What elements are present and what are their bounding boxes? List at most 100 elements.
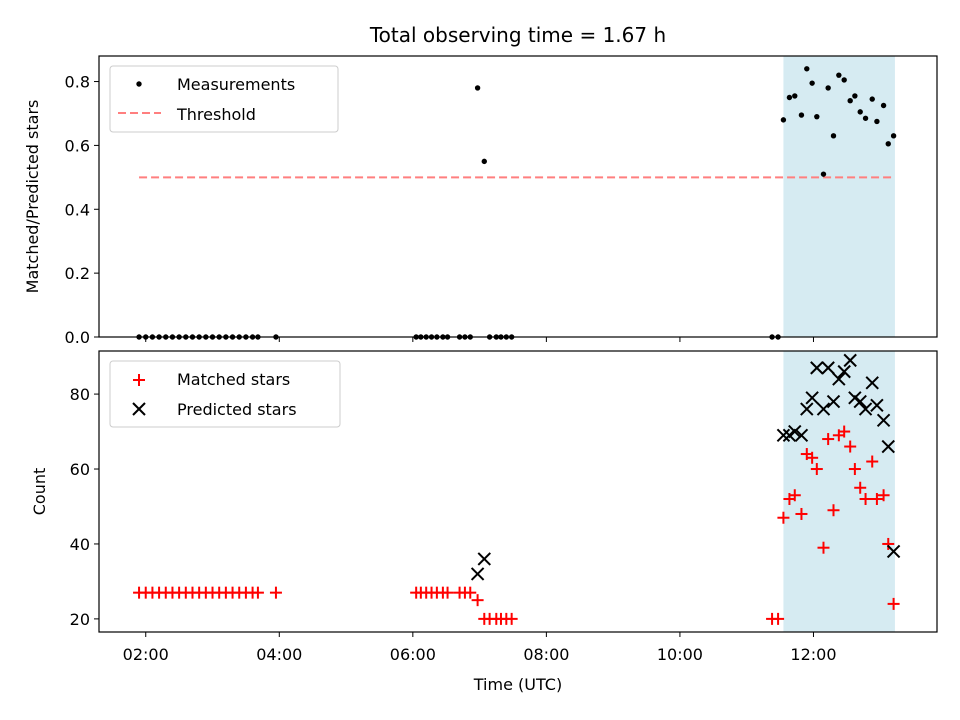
- matched-star-point: [806, 451, 819, 464]
- top-axes-frame: [98, 55, 938, 338]
- matched-star-point: [870, 492, 883, 505]
- measurement-point: [792, 93, 798, 99]
- predicted-star-point: [876, 413, 891, 428]
- predicted-star-stroke-b: [810, 361, 824, 375]
- legend-measurements-label: Measurements: [177, 75, 295, 94]
- matched-star-point: [777, 511, 790, 524]
- predicted-star-point: [870, 398, 884, 413]
- bottom-series: [133, 353, 901, 625]
- predicted-star-stroke-b: [832, 372, 846, 386]
- predicted-star-point: [881, 439, 895, 454]
- legend-predicted-marker: [132, 402, 146, 416]
- top-x-ticks: [145, 337, 814, 342]
- top-ytick-label: 0.8: [65, 73, 90, 92]
- x-axis-label: Time (UTC): [473, 675, 562, 694]
- matched-star-point: [866, 455, 879, 468]
- predicted-star-point: [826, 394, 841, 409]
- predicted-star-point: [858, 402, 873, 416]
- matched-star-point: [844, 440, 857, 453]
- legend-threshold-label: Threshold: [176, 105, 256, 124]
- legend-measurements-marker: [136, 81, 142, 87]
- measurement-point: [809, 80, 815, 86]
- predicted-star-point: [477, 552, 491, 566]
- predicted-star-point: [776, 428, 791, 443]
- matched-star-point: [810, 463, 823, 476]
- predicted-star-point: [865, 376, 879, 390]
- predicted-star-stroke-b: [881, 439, 895, 454]
- measurement-point: [885, 141, 891, 147]
- predicted-star-stroke-b: [470, 567, 485, 581]
- top-ytick-label: 0.4: [65, 200, 90, 219]
- predicted-star-point: [886, 544, 901, 559]
- matched-star-point: [772, 612, 785, 625]
- measurement-point: [857, 109, 863, 115]
- legend-predicted-label: Predicted stars: [177, 400, 297, 419]
- matched-star-point: [827, 504, 840, 517]
- matched-star-point: [838, 425, 851, 438]
- predicted-star-point: [832, 372, 846, 386]
- predicted-star-point: [800, 402, 814, 416]
- predicted-star-point: [821, 361, 835, 375]
- top-y-ticks: 0.0 0.2 0.4 0.6 0.8: [65, 73, 99, 347]
- predicted-star-stroke-b: [826, 394, 841, 409]
- bottom-xtick-label: 10:00: [657, 645, 703, 664]
- measurement-point: [841, 77, 847, 83]
- top-ytick-label: 0.0: [65, 328, 90, 347]
- bottom-highlight-span: [783, 351, 895, 632]
- top-panel: 0.0 0.2 0.4 0.6 0.8 Total observing time = 1…: [23, 23, 938, 347]
- measurement-point: [804, 66, 810, 72]
- matched-star-point: [817, 541, 830, 554]
- matched-star-point: [441, 586, 454, 599]
- bottom-y-ticks: 20 40 60 80: [70, 385, 99, 629]
- predicted-star-stroke-b: [853, 394, 867, 409]
- measurement-point: [852, 93, 858, 99]
- matched-star-point: [795, 507, 808, 520]
- measurement-point: [847, 98, 853, 104]
- bot-ytick-label: 80: [70, 385, 90, 404]
- predicted-star-point: [788, 424, 802, 439]
- predicted-star-stroke-b: [805, 391, 819, 405]
- matched-star-point: [859, 492, 872, 505]
- legend-matched-label: Matched stars: [177, 370, 290, 389]
- matched-star-point: [887, 597, 900, 610]
- top-legend: Measurements Threshold: [109, 65, 339, 133]
- bottom-xtick-label: 08:00: [523, 645, 569, 664]
- bot-ytick-label: 60: [70, 460, 90, 479]
- measurement-point: [825, 85, 831, 91]
- bot-ytick-label: 20: [70, 610, 90, 629]
- predicted-star-stroke-b: [848, 391, 862, 405]
- measurement-point: [862, 115, 869, 121]
- bottom-legend-box: [109, 360, 341, 428]
- measurement-point: [880, 102, 887, 109]
- top-legend-box: [109, 65, 339, 133]
- bottom-axes-frame: [98, 350, 938, 633]
- bottom-xtick-label: 02:00: [123, 645, 169, 664]
- matched-star-point: [505, 612, 518, 625]
- predicted-star-stroke-b: [865, 376, 879, 390]
- predicted-star-point: [853, 394, 867, 409]
- predicted-star-stroke-b: [800, 402, 814, 416]
- bottom-y-axis-label: Count: [30, 468, 49, 516]
- matched-star-point: [788, 489, 801, 502]
- top-ytick-label: 0.2: [65, 264, 90, 283]
- measurement-point: [869, 96, 875, 102]
- legend-matched-marker: [133, 374, 145, 386]
- matched-star-point: [854, 481, 867, 494]
- predicted-star-point: [843, 353, 857, 368]
- measurement-point: [836, 72, 842, 78]
- predicted-star-point: [794, 428, 809, 443]
- matched-star-point: [251, 586, 264, 599]
- predicted-star-point: [837, 364, 851, 379]
- measurement-point: [874, 118, 880, 125]
- measurement-point: [780, 117, 787, 123]
- predicted-star-stroke-b: [821, 361, 835, 375]
- predicted-star-stroke-b: [776, 428, 791, 443]
- predicted-star-stroke-b: [477, 552, 491, 566]
- matched-star-point: [269, 586, 282, 599]
- measurement-point: [890, 133, 897, 139]
- predicted-star-stroke-b: [858, 402, 873, 416]
- measurement-point: [474, 85, 481, 91]
- matched-star-point: [822, 433, 835, 446]
- matched-star-point: [882, 537, 895, 550]
- chart-title: Total observing time = 1.67 h: [369, 23, 666, 47]
